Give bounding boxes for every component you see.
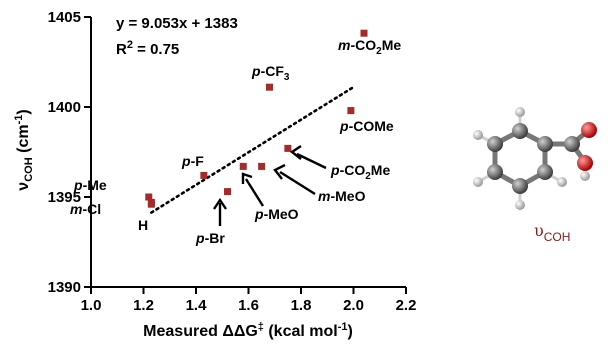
data-point-m-co2me — [360, 29, 368, 37]
axes: 1390 1395 1400 1405 1.0 1.2 1.4 1.6 1.8 2.0 2.2 — [48, 9, 417, 314]
arrow-p-meo — [241, 172, 265, 207]
x-tick-label: 1.6 — [238, 297, 259, 314]
oxygen-atoms — [577, 122, 597, 171]
x-axis-title: Measured ΔΔG‡ (kcal mol-1) — [143, 321, 353, 340]
y-tick-label: 1400 — [48, 99, 81, 116]
annotation-arrows — [213, 145, 327, 226]
data-point-p-br — [224, 188, 231, 196]
arrow-m-meo — [273, 163, 316, 196]
data-point-h — [147, 200, 155, 208]
x-tick-label: 2.0 — [343, 297, 364, 314]
label-p-come: p-COMe — [339, 118, 394, 134]
molecule-label: υCOH — [534, 221, 570, 244]
hydrogen-atoms — [473, 107, 590, 210]
label-p-br: p-Br — [195, 230, 225, 246]
molecule-illustration: υCOH — [473, 107, 597, 244]
carbon-atoms — [487, 123, 580, 194]
x-ticks: 1.0 1.2 1.4 1.6 1.8 2.0 2.2 — [81, 287, 417, 314]
data-point-p-cf3 — [266, 83, 273, 91]
equation-label: y = 9.053x + 1383 — [116, 15, 238, 32]
data-point-m-meo — [258, 162, 266, 170]
y-tick-label: 1390 — [48, 279, 81, 296]
y-tick-label: 1405 — [48, 9, 81, 26]
data-point-p-co2me — [284, 144, 292, 152]
y-ticks: 1390 1395 1400 1405 — [48, 9, 91, 296]
arrow-p-br — [213, 197, 227, 226]
label-p-meo: p-MeO — [254, 206, 299, 222]
x-tick-label: 2.2 — [396, 297, 417, 314]
label-m-meo: m-MeO — [318, 188, 366, 204]
data-point-p-come — [347, 107, 355, 115]
data-point-p-me — [145, 193, 153, 201]
label-p-cf3: p-CF3 — [251, 63, 290, 83]
x-tick-label: 1.8 — [291, 297, 312, 314]
trendline — [150, 85, 355, 214]
x-tick-label: 1.2 — [133, 297, 154, 314]
data-point-p-f — [200, 171, 208, 179]
x-tick-label: 1.4 — [186, 297, 208, 314]
arrow-p-co2me — [289, 145, 327, 170]
r-squared-label: R2 = 0.75 — [116, 39, 179, 58]
label-h: H — [138, 217, 148, 233]
y-axis-title: νCOH (cm-1) — [13, 109, 35, 190]
y-tick-label: 1395 — [48, 189, 81, 206]
data-point-p-meo — [239, 162, 247, 170]
label-p-me: p-Me — [73, 177, 107, 193]
label-m-cl: m-Cl — [70, 201, 101, 217]
label-m-co2me: m-CO2Me — [338, 37, 401, 57]
data-points — [145, 29, 368, 208]
label-p-co2me: p-CO2Me — [330, 162, 390, 182]
x-tick-label: 1.0 — [81, 297, 102, 314]
label-p-f: p-F — [181, 153, 204, 169]
